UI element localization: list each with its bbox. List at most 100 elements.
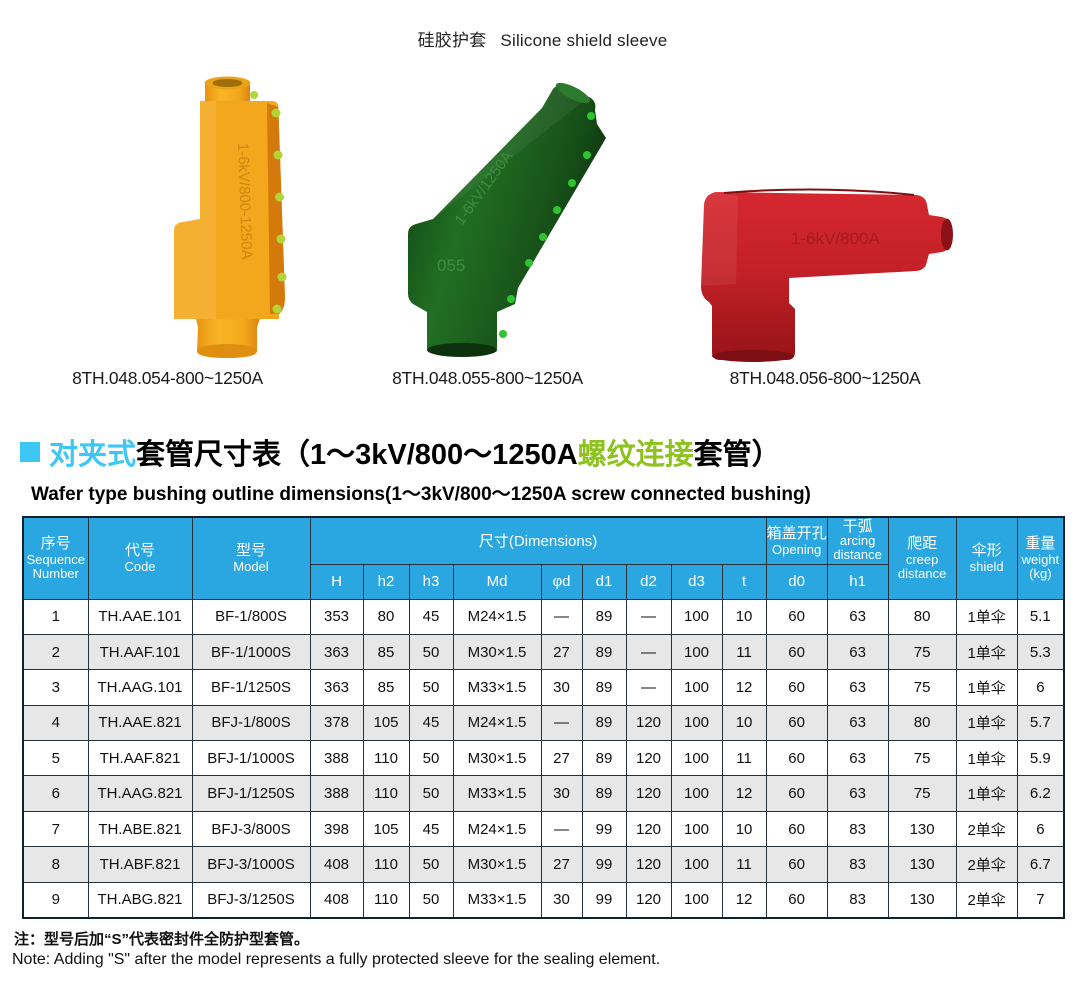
table-cell: 10 — [721, 704, 767, 742]
svg-text:1-6kV/800-1250A: 1-6kV/800-1250A — [234, 143, 255, 260]
table-cell: 363 — [309, 633, 364, 671]
col-header-t: t — [721, 563, 767, 600]
table-cell: 50 — [408, 846, 454, 883]
table-cell: 60 — [765, 740, 828, 777]
table-cell: 6.7 — [1016, 846, 1065, 883]
table-cell: — — [625, 598, 672, 635]
table-cell: 120 — [625, 704, 672, 742]
table-cell: 378 — [309, 704, 364, 742]
green-sleeve-dots — [499, 112, 595, 338]
table-cell: 11 — [721, 846, 767, 883]
table-cell: 60 — [765, 881, 828, 919]
page-title-en: Silicone shield sleeve — [500, 31, 668, 50]
table-cell: TH.AAG.821 — [87, 775, 193, 812]
table-cell: 50 — [408, 633, 454, 671]
table-cell: 80 — [887, 598, 957, 635]
table-row: 5 TH.AAF.821 BFJ-1/1000S 388 110 50 M30×1.5 27 8… — [22, 740, 1065, 777]
table-cell: 63 — [826, 598, 889, 635]
table-cell: 130 — [887, 810, 957, 848]
table-cell: 60 — [765, 775, 828, 812]
col-header-arcing: 干弧 arcing distance — [826, 516, 889, 565]
table-cell: 1单伞 — [955, 704, 1018, 742]
table-cell: 99 — [581, 846, 627, 883]
table-cell: TH.ABE.821 — [87, 810, 193, 848]
table-cell: 110 — [362, 775, 410, 812]
table-cell: BF-1/1250S — [191, 669, 311, 706]
table-cell: 5 — [22, 740, 89, 777]
table-cell: M30×1.5 — [452, 846, 542, 883]
svg-text:1-6kV/800A: 1-6kV/800A — [791, 229, 880, 248]
table-cell: 99 — [581, 881, 627, 919]
red-sleeve-image: 1-6kV/800A — [701, 188, 953, 362]
col-header-Md: Md — [452, 563, 542, 600]
product-caption-1: 8TH.048.054-800~1250A — [72, 368, 263, 388]
table-row: 3 TH.AAG.101 BF-1/1250S 363 85 50 M33×1.5 30 89—… — [22, 669, 1065, 706]
table-cell: 388 — [309, 740, 364, 777]
dimension-table: 序号 Sequence Number 代号 Code 型号 Model 尺寸(D… — [22, 516, 1066, 919]
table-cell: 120 — [625, 881, 672, 919]
table-cell: 120 — [625, 846, 672, 883]
yellow-sleeve-dots — [250, 91, 287, 314]
table-cell: 11 — [721, 633, 767, 671]
table-cell: 7 — [1016, 881, 1065, 919]
table-cell: 6 — [1016, 810, 1065, 848]
table-cell: 6 — [1016, 669, 1065, 706]
table-cell: 120 — [625, 810, 672, 848]
table-cell: TH.AAF.821 — [87, 740, 193, 777]
table-cell: 120 — [625, 740, 672, 777]
table-cell: 100 — [670, 598, 723, 635]
table-cell: 89 — [581, 669, 627, 706]
table-cell: 60 — [765, 846, 828, 883]
table-cell: 5.7 — [1016, 704, 1065, 742]
table-cell: 45 — [408, 704, 454, 742]
table-cell: 50 — [408, 881, 454, 919]
table-cell: 3 — [22, 669, 89, 706]
section-title-main: 套管尺寸表（1～3kV/800～1250A — [136, 439, 578, 471]
table-cell: M24×1.5 — [452, 704, 542, 742]
table-cell: 110 — [362, 740, 410, 777]
table-header: 序号 Sequence Number 代号 Code 型号 Model 尺寸(D… — [22, 516, 1065, 600]
table-cell: — — [625, 669, 672, 706]
table-cell: 63 — [826, 704, 889, 742]
table-cell: 50 — [408, 669, 454, 706]
table-cell: 27 — [540, 740, 583, 777]
table-cell: M24×1.5 — [452, 810, 542, 848]
table-cell: BFJ-3/1250S — [191, 881, 311, 919]
table-cell: 100 — [670, 669, 723, 706]
table-cell: BF-1/800S — [191, 598, 311, 635]
table-cell: 63 — [826, 740, 889, 777]
col-header-d3: d3 — [670, 563, 723, 600]
table-cell: 45 — [408, 598, 454, 635]
table-cell: 12 — [721, 669, 767, 706]
col-header-phid: φd — [540, 563, 583, 600]
table-cell: 60 — [765, 810, 828, 848]
table-cell: 5.3 — [1016, 633, 1065, 671]
table-row: 1 TH.AAE.101 BF-1/800S 353 80 45 M24×1.5—89—10… — [22, 598, 1065, 635]
section-title-highlight-1: 对夹式 — [49, 439, 137, 471]
table-cell: 85 — [362, 669, 410, 706]
table-cell: 63 — [826, 633, 889, 671]
col-header-opening: 箱盖开孔 Opening — [765, 516, 828, 565]
table-cell: 100 — [670, 704, 723, 742]
table-cell: 60 — [765, 598, 828, 635]
table-cell: 80 — [887, 704, 957, 742]
table-cell: 12 — [721, 881, 767, 919]
table-cell: 60 — [765, 704, 828, 742]
table-cell: BFJ-1/1250S — [191, 775, 311, 812]
table-cell: 50 — [408, 740, 454, 777]
table-row: 4 TH.AAE.821 BFJ-1/800S 378 105 45 M24×1.5—89 1… — [22, 704, 1065, 742]
table-row: 2 TH.AAF.101 BF-1/1000S 363 85 50 M30×1.5 27 89—… — [22, 633, 1065, 671]
table-cell: 83 — [826, 881, 889, 919]
col-header-d1: d1 — [581, 563, 627, 600]
table-cell: M30×1.5 — [452, 740, 542, 777]
table-cell: TH.ABG.821 — [87, 881, 193, 919]
table-cell: M33×1.5 — [452, 881, 542, 919]
table-cell: 50 — [408, 775, 454, 812]
table-cell: 75 — [887, 740, 957, 777]
table-cell: — — [540, 704, 583, 742]
table-cell: — — [625, 633, 672, 671]
product-figure-yellow: 1-6kV/800-1250A — [126, 73, 334, 361]
table-cell: BFJ-3/800S — [191, 810, 311, 848]
table-cell: 75 — [887, 633, 957, 671]
